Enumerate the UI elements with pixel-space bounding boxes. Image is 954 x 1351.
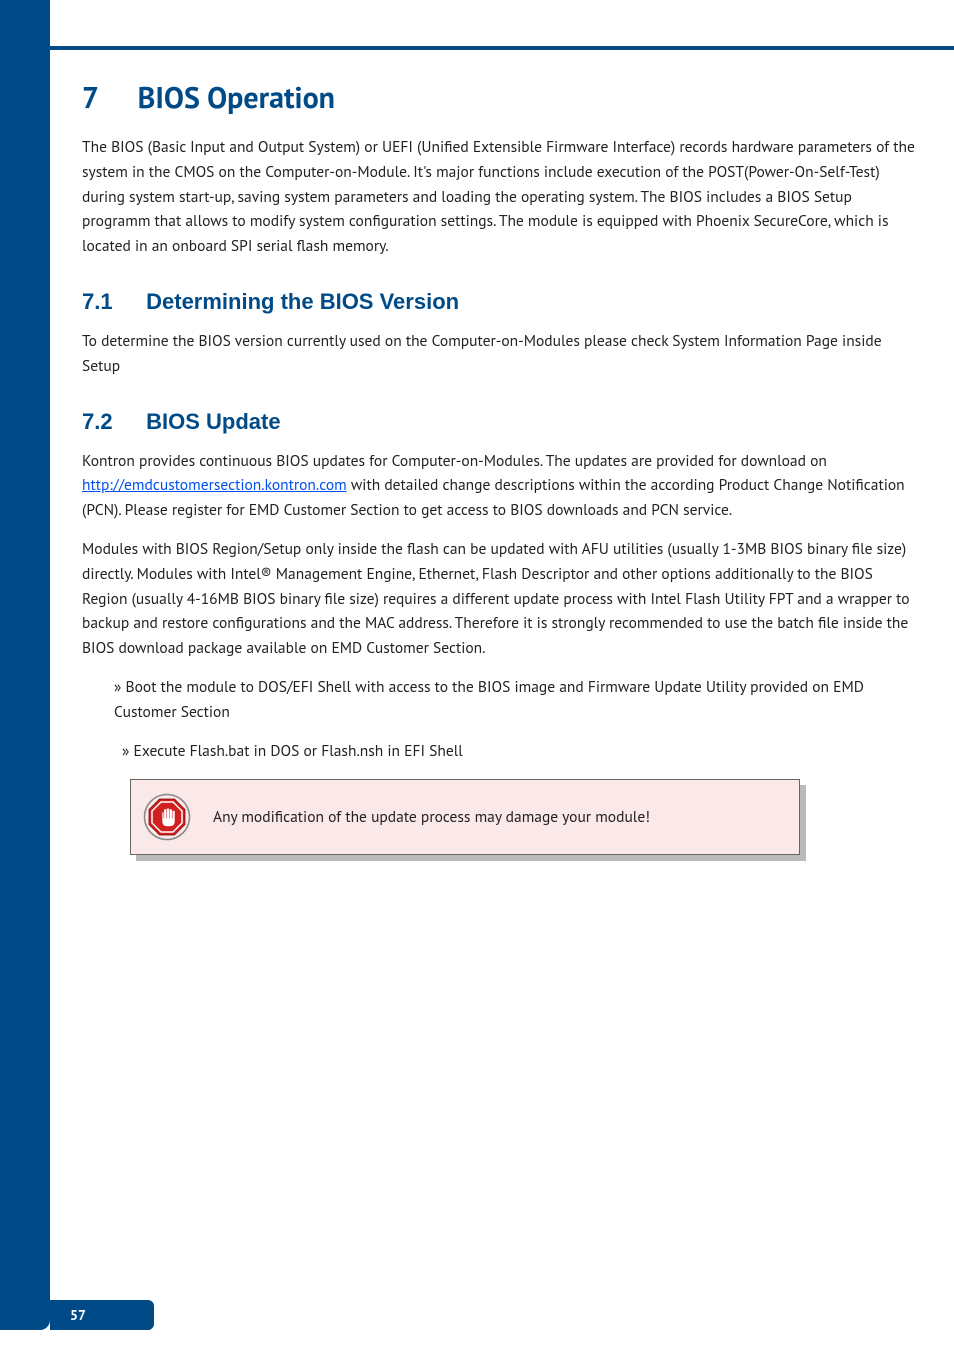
- document-page: COMe-cBT6 / BIOS Operation 7 BIOS Operat…: [0, 0, 954, 1351]
- warning-box: Any modification of the update process m…: [130, 779, 800, 855]
- warning-text: Any modification of the update process m…: [213, 807, 650, 827]
- footer-page-tab: 57: [50, 1300, 154, 1330]
- emd-customer-section-link[interactable]: http://emdcustomersection.kontron.com: [82, 475, 347, 495]
- sub71-body: To determine the BIOS version currently …: [82, 329, 918, 379]
- warning-content: Any modification of the update process m…: [130, 779, 800, 855]
- subsection-title: BIOS Update: [146, 409, 280, 434]
- section-title: BIOS Operation: [138, 78, 335, 117]
- header-rule: [0, 46, 954, 50]
- section-number: 7: [82, 78, 130, 117]
- stop-hand-icon: [143, 793, 191, 841]
- subsection-7-1-heading: 7.1 Determining the BIOS Version: [82, 289, 918, 315]
- section-heading: 7 BIOS Operation: [82, 78, 918, 117]
- subsection-number: 7.2: [82, 409, 140, 435]
- subsection-number: 7.1: [82, 289, 140, 315]
- sub72-p2: Modules with BIOS Region/Setup only insi…: [82, 537, 918, 661]
- sub72-p1: Kontron provides continuous BIOS updates…: [82, 449, 918, 523]
- subsection-7-2-heading: 7.2 BIOS Update: [82, 409, 918, 435]
- section-intro: The BIOS (Basic Input and Output System)…: [82, 135, 918, 259]
- sub72-step1: » Boot the module to DOS/EFI Shell with …: [114, 675, 918, 725]
- sub72-step2: » Execute Flash.bat in DOS or Flash.nsh …: [122, 739, 918, 764]
- sub72-p1-pre: Kontron provides continuous BIOS updates…: [82, 451, 827, 471]
- header-breadcrumb: COMe-cBT6 / BIOS Operation: [721, 14, 908, 33]
- left-brand-bar: [0, 0, 50, 1330]
- page-number: 57: [70, 1306, 86, 1324]
- subsection-title: Determining the BIOS Version: [146, 289, 459, 314]
- content-area: 7 BIOS Operation The BIOS (Basic Input a…: [82, 78, 918, 855]
